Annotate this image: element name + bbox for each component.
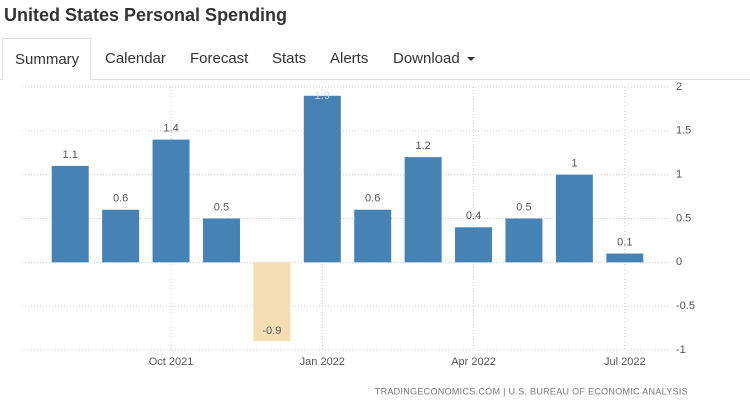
y-tick-label: 0.5 — [676, 212, 691, 224]
bar — [202, 218, 240, 263]
bar — [152, 139, 190, 263]
value-label: 1.4 — [163, 123, 178, 135]
page-title: United States Personal Spending — [4, 5, 288, 25]
y-tick-label: 0 — [676, 256, 682, 268]
bar — [102, 209, 140, 263]
value-label: -0.9 — [262, 325, 281, 337]
tab[interactable]: Alerts — [330, 50, 369, 67]
tab[interactable]: Download — [393, 50, 460, 67]
y-tick-label: -1 — [676, 344, 686, 356]
bar — [404, 157, 442, 263]
bar — [555, 174, 593, 263]
tab[interactable]: Calendar — [105, 50, 166, 67]
bar — [253, 262, 291, 342]
y-tick-label: 1 — [676, 169, 682, 181]
y-tick-label: 1.5 — [676, 125, 691, 137]
value-label: 0.6 — [365, 193, 380, 205]
value-label: 1.2 — [415, 140, 430, 152]
tab[interactable]: Forecast — [190, 50, 249, 67]
value-label: 0.4 — [466, 210, 481, 222]
value-label: 0.5 — [214, 201, 229, 213]
x-tick-label: Apr 2022 — [451, 356, 496, 368]
bar — [354, 209, 392, 263]
bar — [606, 253, 644, 263]
bar — [51, 165, 89, 263]
tab[interactable]: Stats — [272, 50, 307, 67]
x-tick-label: Oct 2021 — [149, 356, 194, 368]
source: TRADINGECONOMICS.COM | U.S. BUREAU OF EC… — [375, 386, 688, 396]
y-tick-label: -0.5 — [676, 300, 695, 312]
x-tick-label: Jul 2022 — [604, 356, 646, 368]
bar — [455, 227, 493, 263]
tab-bar: Summary Calendar Forecast Stats Alerts D… — [0, 38, 750, 80]
dropdown-caret — [467, 57, 475, 61]
value-label: 0.6 — [113, 193, 128, 205]
value-label: 0.1 — [617, 236, 632, 248]
bar — [303, 95, 341, 263]
value-label: 0.5 — [516, 201, 531, 213]
bar — [505, 218, 543, 263]
x-tick-label: Jan 2022 — [300, 356, 345, 368]
value-label: 1.9 — [315, 90, 330, 102]
value-label: 1 — [571, 158, 577, 170]
tab[interactable]: Summary — [2, 38, 91, 80]
value-label: 1.1 — [63, 149, 78, 161]
y-tick-label: 2 — [676, 81, 682, 93]
